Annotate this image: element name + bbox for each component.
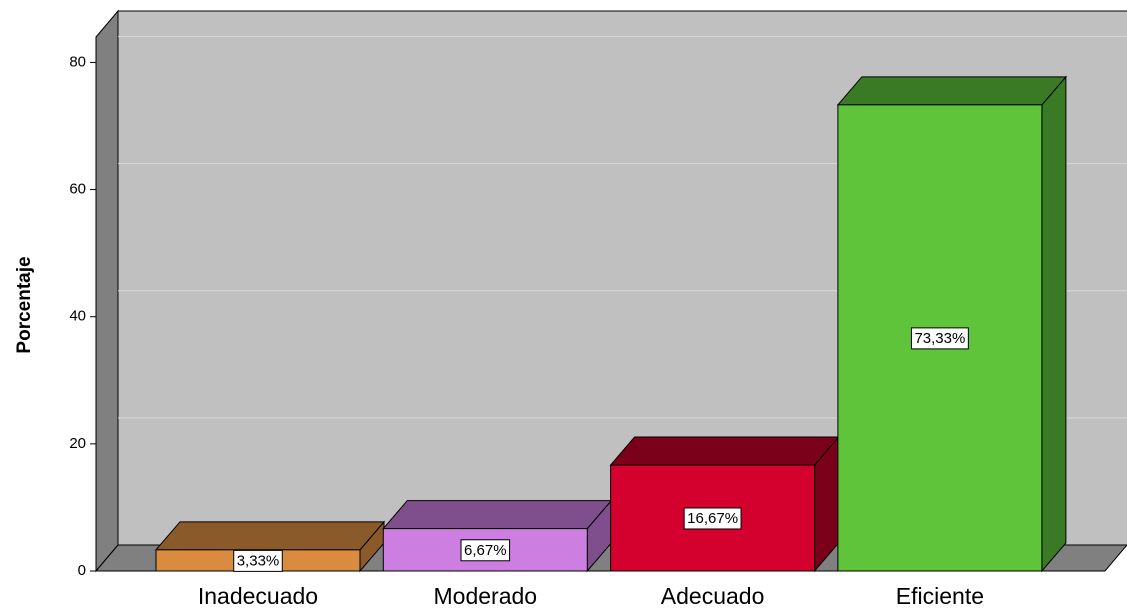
y-tick-label: 60 bbox=[69, 181, 86, 198]
value-label-box bbox=[460, 539, 511, 562]
value-label: 3,33% bbox=[237, 552, 280, 569]
bar-side bbox=[1041, 75, 1067, 573]
y-tick-label: 0 bbox=[78, 562, 86, 579]
x-tick-label: Adecuado bbox=[661, 583, 765, 609]
y-tick-label: 40 bbox=[69, 308, 86, 325]
value-label: 73,33% bbox=[914, 330, 965, 347]
x-tick-label: Eficiente bbox=[896, 583, 984, 609]
x-tick-label: Moderado bbox=[434, 583, 538, 609]
value-label: 16,67% bbox=[687, 510, 738, 527]
y-tick-label: 80 bbox=[69, 53, 86, 70]
value-label: 6,67% bbox=[464, 542, 507, 559]
y-tick-label: 20 bbox=[69, 435, 86, 452]
bar-top bbox=[609, 436, 840, 466]
bar-top bbox=[154, 521, 386, 551]
value-label-box bbox=[683, 507, 742, 530]
left-wall bbox=[95, 9, 119, 573]
bar-top bbox=[382, 500, 613, 530]
value-label-box bbox=[233, 549, 283, 572]
y-axis-label: Porcentaje bbox=[14, 256, 35, 353]
x-tick-label: Inadecuado bbox=[198, 583, 318, 609]
bar-top bbox=[836, 76, 1067, 106]
value-label-box bbox=[910, 327, 969, 350]
